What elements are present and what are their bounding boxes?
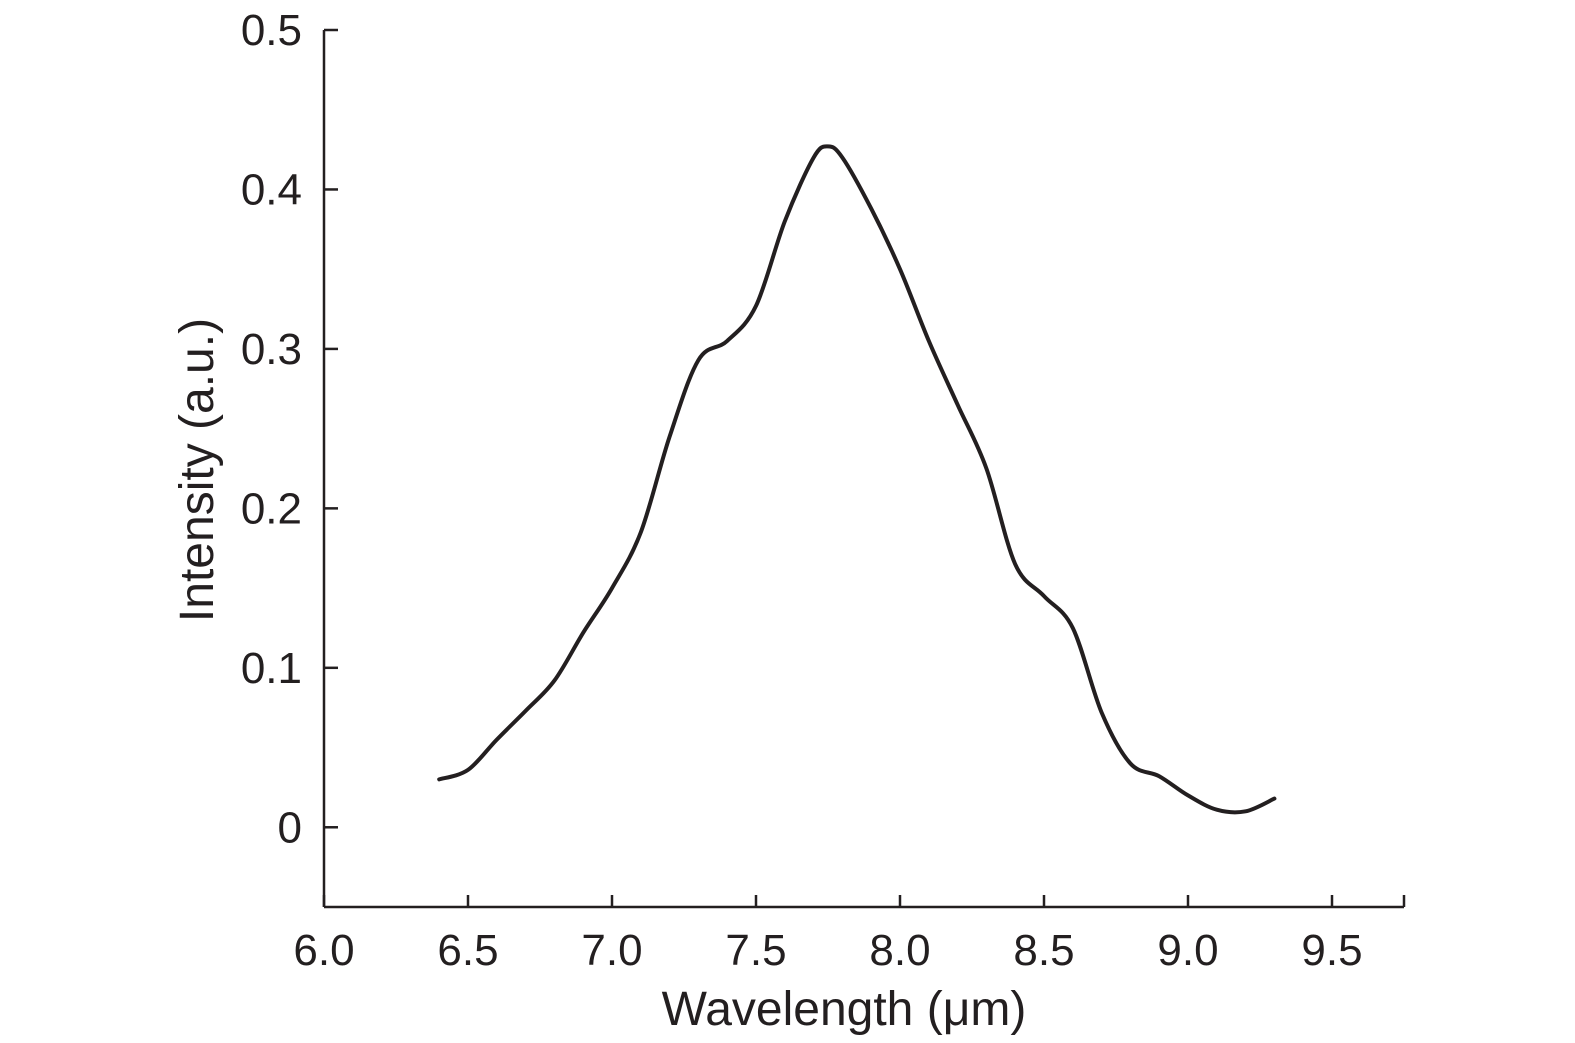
x-tick-label: 7.0 xyxy=(581,926,642,975)
x-tick-label: 8.0 xyxy=(869,926,930,975)
x-axis-label: Wavelength (μm) xyxy=(662,983,1027,1036)
x-tick-label: 9.5 xyxy=(1301,926,1362,975)
y-tick-label: 0.3 xyxy=(241,325,302,374)
series-line xyxy=(437,144,1277,815)
x-tick-label: 6.5 xyxy=(437,926,498,975)
x-tick-label: 8.5 xyxy=(1013,926,1074,975)
y-tick-label: 0 xyxy=(278,803,302,852)
y-ticks: 0 0.1 0.2 0.3 0.4 0.5 xyxy=(241,6,338,852)
x-tick-label: 6.0 xyxy=(293,926,354,975)
y-tick-label: 0.5 xyxy=(241,6,302,55)
plot-area xyxy=(437,144,1277,815)
y-tick-label: 0.1 xyxy=(241,644,302,693)
x-tick-label: 9.0 xyxy=(1157,926,1218,975)
x-ticks: 6.0 6.5 7.0 7.5 8.0 8.5 9.0 9.5 xyxy=(293,895,1406,975)
x-tick-label: 7.5 xyxy=(725,926,786,975)
y-tick-label: 0.2 xyxy=(241,484,302,533)
axes xyxy=(322,30,1404,909)
y-axis-label: Intensity (a.u.) xyxy=(171,318,224,622)
y-tick-label: 0.4 xyxy=(241,165,302,214)
